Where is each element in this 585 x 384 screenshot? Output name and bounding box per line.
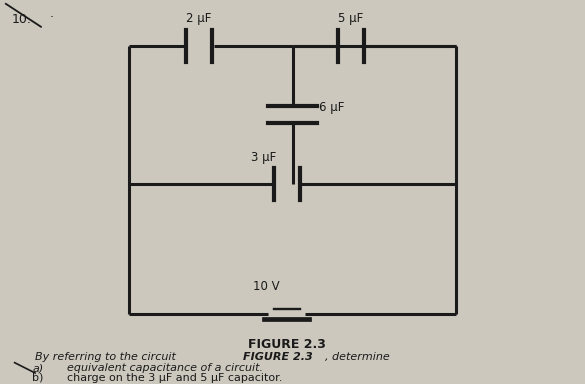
Text: FIGURE 2.3: FIGURE 2.3 bbox=[247, 338, 326, 351]
Text: charge on the 3 μF and 5 μF capacitor.: charge on the 3 μF and 5 μF capacitor. bbox=[67, 373, 283, 383]
Text: FIGURE 2.3: FIGURE 2.3 bbox=[243, 351, 312, 361]
Text: 10.: 10. bbox=[12, 13, 32, 26]
Text: 6 μF: 6 μF bbox=[319, 101, 344, 114]
Text: equivalent capacitance of a circuit.: equivalent capacitance of a circuit. bbox=[67, 363, 263, 373]
Text: 3 μF: 3 μF bbox=[250, 152, 276, 164]
Text: , determine: , determine bbox=[325, 351, 390, 361]
Text: ·: · bbox=[50, 11, 54, 24]
Text: 5 μF: 5 μF bbox=[338, 12, 364, 25]
Text: 10 V: 10 V bbox=[253, 280, 280, 293]
Text: By referring to the circuit: By referring to the circuit bbox=[35, 351, 180, 361]
Text: 2 μF: 2 μF bbox=[186, 12, 212, 25]
Text: a): a) bbox=[32, 363, 43, 373]
Text: b): b) bbox=[32, 373, 43, 383]
